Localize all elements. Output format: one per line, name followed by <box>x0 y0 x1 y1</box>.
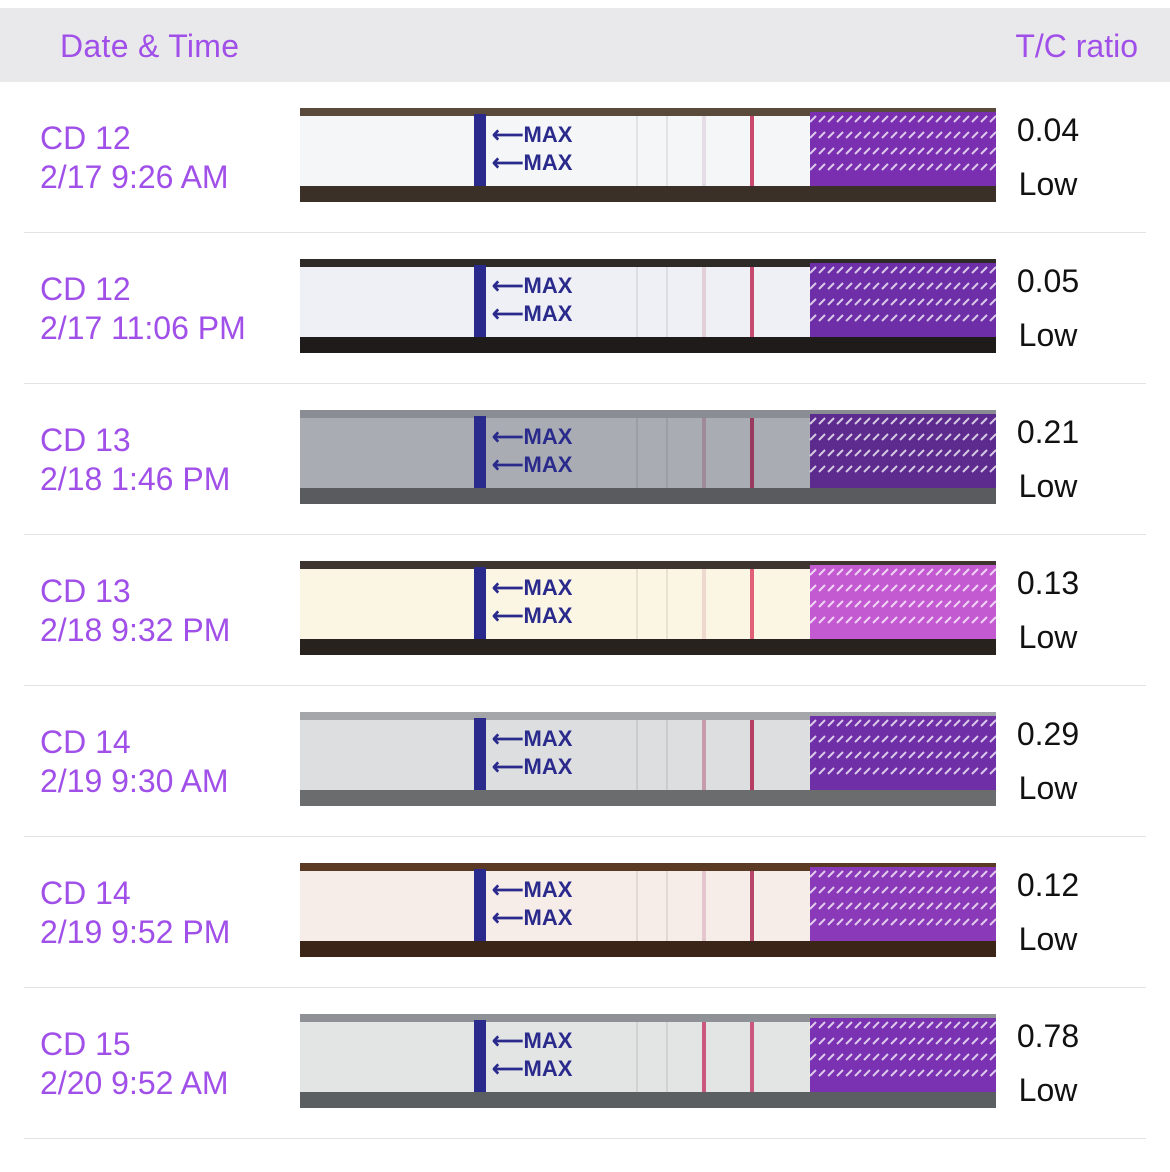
tc-ratio-value: 0.78 <box>1016 1018 1080 1054</box>
svg-text:⟵MAX: ⟵MAX <box>492 122 573 147</box>
test-row[interactable]: CD 14 2/19 9:52 PM ⟵MAX ⟵MAX 0.12 Low <box>24 837 1146 988</box>
svg-text:⟵MAX: ⟵MAX <box>492 452 573 477</box>
test-row[interactable]: CD 15 2/20 9:52 AM ⟵MAX ⟵MAX 0.78 Low <box>24 988 1146 1139</box>
svg-text:⟵MAX: ⟵MAX <box>492 603 573 628</box>
tc-ratio-value: 0.12 <box>1016 867 1080 903</box>
test-datetime: 2/20 9:52 AM <box>40 1065 229 1101</box>
test-row[interactable]: CD 12 2/17 11:06 PM ⟵MAX ⟵MAX 0.05 Low <box>24 233 1146 384</box>
test-strip-image[interactable]: ⟵MAX ⟵MAX <box>300 863 996 957</box>
svg-text:⟵MAX: ⟵MAX <box>492 726 573 751</box>
test-row[interactable]: CD 13 2/18 1:46 PM ⟵MAX ⟵MAX 0.21 Low <box>24 384 1146 535</box>
result-level: Low <box>1018 166 1078 202</box>
cycle-day-label: CD 15 <box>40 1026 131 1062</box>
svg-text:⟵MAX: ⟵MAX <box>492 575 573 600</box>
test-strip-image[interactable]: ⟵MAX ⟵MAX <box>300 1014 996 1108</box>
cycle-day-label: CD 13 <box>40 573 131 609</box>
result-level: Low <box>1018 921 1078 957</box>
test-row[interactable]: CD 12 2/17 9:26 AM ⟵MAX ⟵MAX 0.04 Low <box>24 82 1146 233</box>
table-header: Date & Time T/C ratio <box>0 8 1170 82</box>
test-datetime: 2/17 11:06 PM <box>40 310 246 346</box>
test-list: CD 12 2/17 9:26 AM ⟵MAX ⟵MAX 0.04 Low CD 12… <box>0 82 1170 1139</box>
result-level: Low <box>1018 770 1078 806</box>
test-datetime: 2/19 9:30 AM <box>40 763 229 799</box>
svg-text:⟵MAX: ⟵MAX <box>492 905 573 930</box>
cycle-day-label: CD 12 <box>40 271 131 307</box>
test-strip-image[interactable]: ⟵MAX ⟵MAX <box>300 410 996 504</box>
cycle-day-label: CD 14 <box>40 724 131 760</box>
cycle-day-label: CD 14 <box>40 875 131 911</box>
tc-ratio-value: 0.29 <box>1016 716 1080 752</box>
test-row[interactable]: CD 14 2/19 9:30 AM ⟵MAX ⟵MAX 0.29 Low <box>24 686 1146 837</box>
svg-text:⟵MAX: ⟵MAX <box>492 150 573 175</box>
cycle-day-label: CD 13 <box>40 422 131 458</box>
svg-text:⟵MAX: ⟵MAX <box>492 1056 573 1081</box>
result-level: Low <box>1018 1072 1078 1108</box>
result-level: Low <box>1018 317 1078 353</box>
test-strip-image[interactable]: ⟵MAX ⟵MAX <box>300 561 996 655</box>
svg-text:⟵MAX: ⟵MAX <box>492 273 573 298</box>
tc-ratio-value: 0.21 <box>1016 414 1080 450</box>
test-datetime: 2/18 1:46 PM <box>40 461 231 497</box>
svg-text:⟵MAX: ⟵MAX <box>492 1028 573 1053</box>
test-datetime: 2/18 9:32 PM <box>40 612 231 648</box>
column-header-tc-ratio[interactable]: T/C ratio <box>1015 28 1138 64</box>
test-strip-image[interactable]: ⟵MAX ⟵MAX <box>300 712 996 806</box>
svg-text:⟵MAX: ⟵MAX <box>492 754 573 779</box>
svg-text:⟵MAX: ⟵MAX <box>492 877 573 902</box>
test-datetime: 2/19 9:52 PM <box>40 914 231 950</box>
tc-ratio-value: 0.13 <box>1016 565 1080 601</box>
result-level: Low <box>1018 619 1078 655</box>
column-header-date-time[interactable]: Date & Time <box>60 28 240 64</box>
cycle-day-label: CD 12 <box>40 120 131 156</box>
svg-text:⟵MAX: ⟵MAX <box>492 424 573 449</box>
tc-ratio-value: 0.05 <box>1016 263 1080 299</box>
result-level: Low <box>1018 468 1078 504</box>
tc-ratio-value: 0.04 <box>1016 112 1080 148</box>
test-strip-image[interactable]: ⟵MAX ⟵MAX <box>300 108 996 202</box>
test-strip-image[interactable]: ⟵MAX ⟵MAX <box>300 259 996 353</box>
test-datetime: 2/17 9:26 AM <box>40 159 229 195</box>
svg-text:⟵MAX: ⟵MAX <box>492 301 573 326</box>
test-row[interactable]: CD 13 2/18 9:32 PM ⟵MAX ⟵MAX 0.13 Low <box>24 535 1146 686</box>
